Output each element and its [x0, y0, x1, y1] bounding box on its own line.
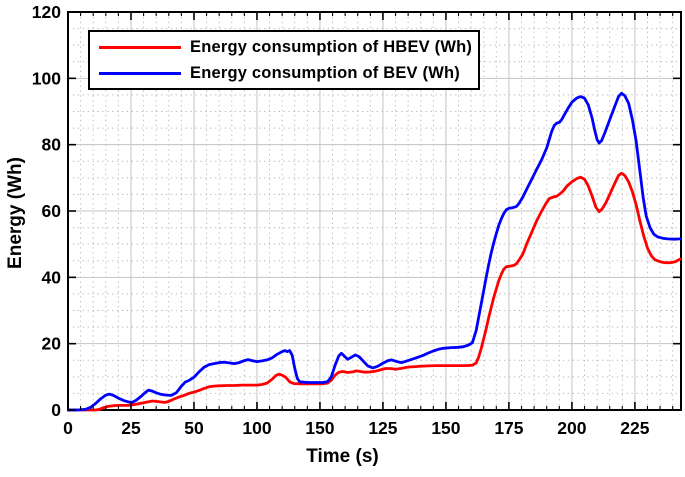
x-tick-label: 125	[368, 418, 397, 438]
y-tick-label: 20	[42, 334, 62, 354]
x-tick-label: 50	[184, 418, 204, 438]
x-tick-label: 200	[557, 418, 586, 438]
y-tick-label: 120	[32, 2, 61, 22]
x-tick-label: 225	[620, 418, 649, 438]
legend-label-hbev: Energy consumption of HBEV (Wh)	[190, 37, 473, 56]
legend-line-bev-icon	[99, 71, 181, 75]
x-tick-label: 0	[63, 418, 73, 438]
y-tick-label: 60	[42, 201, 62, 221]
y-tick-label: 80	[42, 135, 62, 155]
y-tick-label: 40	[42, 267, 62, 287]
x-tick-label: 25	[121, 418, 141, 438]
x-tick-label: 150	[431, 418, 460, 438]
x-tick-label: 100	[242, 418, 271, 438]
y-axis-title: Energy (Wh)	[5, 157, 26, 269]
legend-item-hbev: Energy consumption of HBEV (Wh)	[90, 34, 478, 60]
x-tick-label: 175	[494, 418, 523, 438]
legend: Energy consumption of HBEV (Wh) Energy c…	[88, 30, 480, 90]
legend-line-hbev-icon	[99, 45, 181, 49]
y-tick-label: 0	[51, 400, 61, 420]
legend-item-bev: Energy consumption of BEV (Wh)	[90, 60, 478, 86]
x-axis-title: Time (s)	[306, 446, 379, 467]
y-tick-label: 100	[32, 68, 61, 88]
x-tick-label: 150	[305, 418, 334, 438]
legend-label-bev: Energy consumption of BEV (Wh)	[190, 63, 460, 82]
